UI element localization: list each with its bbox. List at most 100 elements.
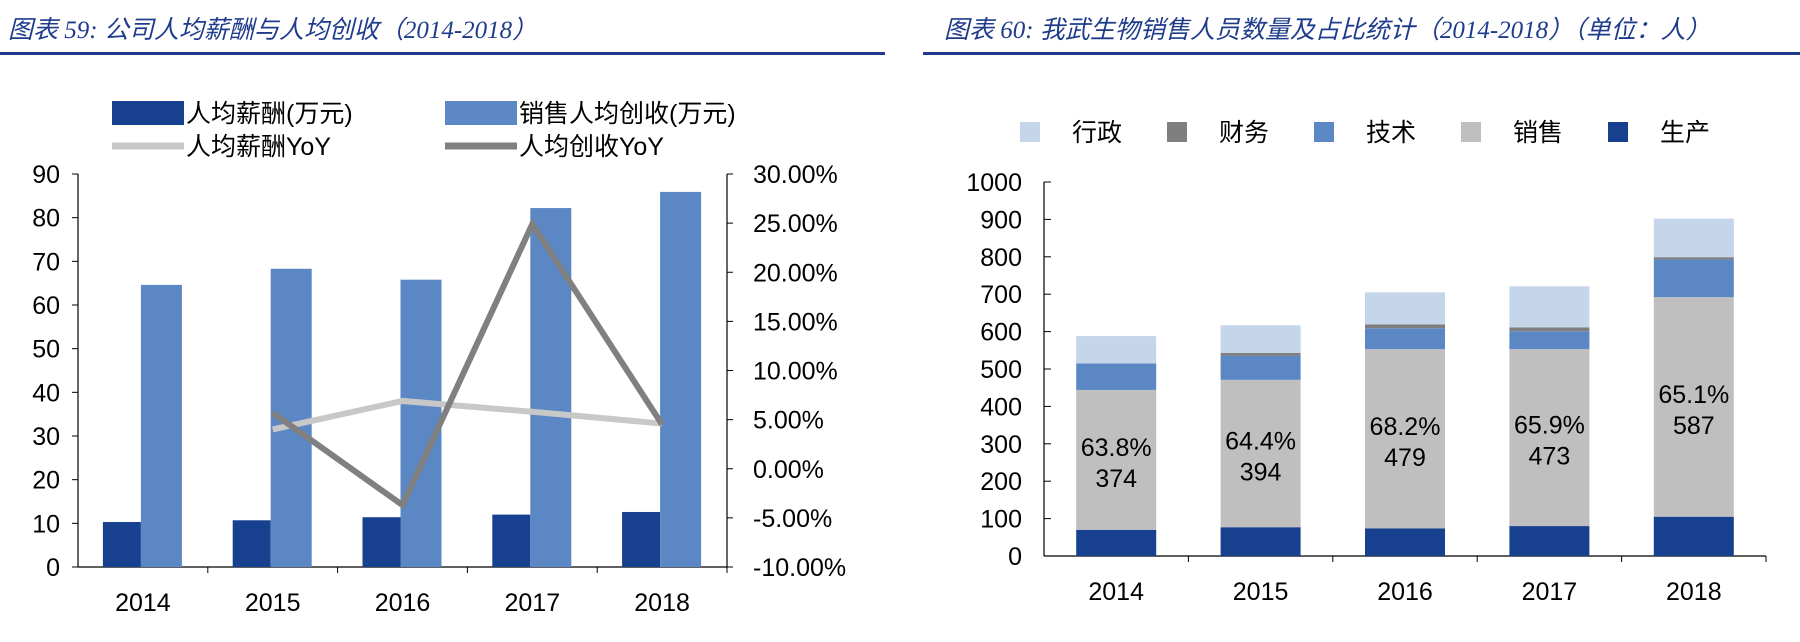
bar-revenue-2018 xyxy=(660,191,702,568)
y2-tick-label: 15.00% xyxy=(753,308,838,336)
y-tick-label: 30 xyxy=(32,423,60,451)
data-label-pct: 65.1% xyxy=(1658,381,1729,409)
stack-财务-2017 xyxy=(1509,327,1590,332)
y-tick-label: 50 xyxy=(32,336,60,364)
x-tick-label: 2017 xyxy=(504,589,560,617)
y-tick-label-60: 200 xyxy=(980,468,1022,496)
x-tick-label: 2018 xyxy=(634,589,690,617)
data-label-count: 394 xyxy=(1240,459,1282,487)
stack-销售-2014 xyxy=(1076,389,1157,530)
stack-生产-2015 xyxy=(1220,527,1301,556)
stack-技术-2016 xyxy=(1365,328,1445,350)
data-label-count: 479 xyxy=(1384,444,1426,472)
legend-swatch-生产 xyxy=(1608,122,1628,142)
data-label-count: 374 xyxy=(1095,465,1137,493)
data-label-count: 473 xyxy=(1529,443,1571,471)
y-tick-label: 0 xyxy=(46,554,60,582)
legend-label: 人均创收YoY xyxy=(519,133,664,161)
stack-行政-2016 xyxy=(1365,292,1445,325)
stack-行政-2018 xyxy=(1653,218,1734,258)
legend-swatch-行政 xyxy=(1020,122,1040,142)
stack-销售-2016 xyxy=(1365,349,1445,529)
bar-salary-2014 xyxy=(102,522,141,567)
stack-销售-2018 xyxy=(1653,297,1734,517)
stack-生产-2016 xyxy=(1365,528,1445,556)
legend-label-60: 生产 xyxy=(1660,119,1710,147)
legend-label-60: 行政 xyxy=(1072,119,1122,147)
legend-label: 销售人均创收(万元) xyxy=(519,100,736,128)
y-tick-label: 10 xyxy=(32,510,60,538)
y-tick-label-60: 800 xyxy=(980,244,1022,272)
stack-财务-2018 xyxy=(1653,257,1734,260)
legend-label-60: 销售 xyxy=(1513,119,1563,147)
bar-salary-2015 xyxy=(232,520,271,567)
y-tick-label-60: 1000 xyxy=(966,169,1022,197)
data-label-pct: 63.8% xyxy=(1081,434,1152,462)
title-rule-left xyxy=(0,52,885,55)
y-tick-label: 60 xyxy=(32,292,60,320)
bar-salary-2016 xyxy=(362,517,401,567)
legend-swatch-销售 xyxy=(1461,122,1481,142)
bar-revenue-2016 xyxy=(400,279,442,567)
y-tick-label: 90 xyxy=(32,161,60,189)
legend-swatch-0 xyxy=(112,101,184,125)
legend-label: 人均薪酬YoY xyxy=(186,133,331,161)
x-tick-label: 2016 xyxy=(375,589,431,617)
y-tick-label-60: 700 xyxy=(980,281,1022,309)
bar-revenue-2014 xyxy=(140,284,182,567)
stack-销售-2017 xyxy=(1509,349,1590,527)
chart-59-title: 图表 59: 公司人均薪酬与人均创收（2014-2018） xyxy=(8,17,538,44)
bar-salary-2018 xyxy=(622,511,661,567)
x-tick-label: 2015 xyxy=(245,589,301,617)
y2-tick-label: -10.00% xyxy=(753,554,846,582)
y-tick-label-60: 0 xyxy=(1008,543,1022,571)
y-tick-label: 20 xyxy=(32,467,60,495)
y-tick-label-60: 400 xyxy=(980,393,1022,421)
y2-tick-label: 25.00% xyxy=(753,210,838,238)
stack-技术-2017 xyxy=(1509,331,1590,350)
y2-tick-label: 30.00% xyxy=(753,161,838,189)
stack-技术-2014 xyxy=(1076,363,1157,390)
x-tick-label-60: 2016 xyxy=(1377,578,1433,606)
data-label-pct: 65.9% xyxy=(1514,412,1585,440)
stack-销售-2015 xyxy=(1220,379,1301,528)
stack-技术-2015 xyxy=(1220,355,1301,380)
title-rule-right xyxy=(923,52,1800,55)
y-tick-label: 40 xyxy=(32,379,60,407)
stack-财务-2016 xyxy=(1365,324,1445,329)
y-tick-label-60: 500 xyxy=(980,356,1022,384)
y2-tick-label: 20.00% xyxy=(753,259,838,287)
x-tick-label-60: 2015 xyxy=(1233,578,1289,606)
bar-revenue-2017 xyxy=(530,208,572,567)
y-tick-label: 80 xyxy=(32,205,60,233)
legend-swatch-财务 xyxy=(1167,122,1187,142)
y-tick-label-60: 900 xyxy=(980,206,1022,234)
legend-label-60: 财务 xyxy=(1219,119,1269,147)
line-revenue-yoy xyxy=(270,217,665,510)
x-tick-label: 2014 xyxy=(115,589,171,617)
legend-swatch-1 xyxy=(445,101,517,125)
data-label-pct: 68.2% xyxy=(1370,413,1441,441)
y2-tick-label: 5.00% xyxy=(753,407,824,435)
y2-tick-label: 10.00% xyxy=(753,358,838,386)
y-tick-label: 70 xyxy=(32,248,60,276)
legend-label-60: 技术 xyxy=(1366,119,1416,147)
bar-salary-2017 xyxy=(492,514,531,567)
stack-技术-2018 xyxy=(1653,259,1734,298)
stack-行政-2014 xyxy=(1076,336,1157,364)
x-tick-label-60: 2017 xyxy=(1522,578,1578,606)
x-tick-label-60: 2014 xyxy=(1088,578,1144,606)
y2-tick-label: 0.00% xyxy=(753,456,824,484)
stack-财务-2015 xyxy=(1220,352,1301,356)
stack-生产-2018 xyxy=(1653,516,1734,556)
legend-label: 人均薪酬(万元) xyxy=(186,100,353,128)
y-tick-label-60: 100 xyxy=(980,506,1022,534)
stack-生产-2014 xyxy=(1076,529,1157,556)
y-tick-label-60: 600 xyxy=(980,319,1022,347)
stack-生产-2017 xyxy=(1509,526,1590,556)
legend-swatch-技术 xyxy=(1314,122,1334,142)
chart-60-title: 图表 60: 我武生物销售人员数量及占比统计（2014-2018）（单位：人） xyxy=(944,17,1711,44)
stack-行政-2015 xyxy=(1220,325,1301,353)
y-tick-label-60: 300 xyxy=(980,431,1022,459)
